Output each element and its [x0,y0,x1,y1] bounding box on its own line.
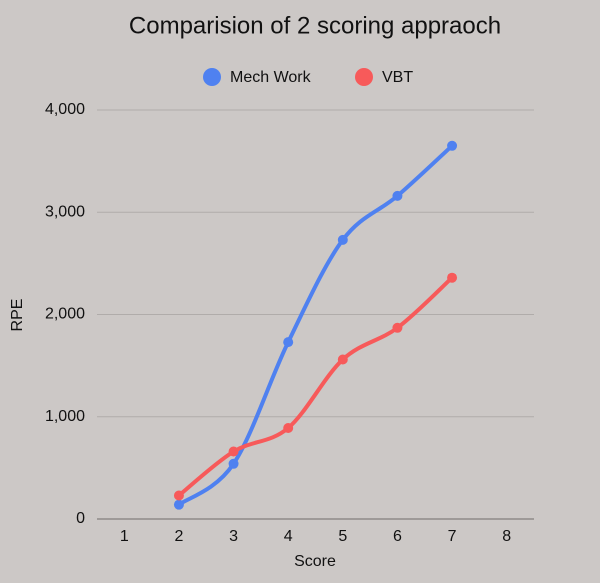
data-point [283,422,294,433]
data-point [283,337,294,348]
legend-swatch [203,68,221,86]
data-point [392,322,403,333]
x-axis-label: Score [294,553,336,570]
y-axis-label: RPE [9,299,26,332]
data-point [337,354,348,365]
x-tick-label: 8 [502,528,511,545]
data-point [173,490,184,501]
legend-swatch [355,68,373,86]
data-point [228,458,239,469]
y-tick-label: 4,000 [45,101,85,118]
y-tick-label: 2,000 [45,306,85,323]
data-point [173,499,184,510]
x-tick-label: 3 [229,528,238,545]
data-point [392,190,403,201]
x-tick-label: 6 [393,528,402,545]
x-tick-label: 1 [120,528,129,545]
x-tick-label: 2 [174,528,183,545]
y-tick-label: 1,000 [45,408,85,425]
x-tick-label: 4 [284,528,293,545]
data-point [447,272,458,283]
legend-label: VBT [382,69,413,86]
data-point [447,140,458,151]
chart-title: Comparision of 2 scoring appraoch [129,12,501,39]
y-tick-label: 0 [76,510,85,527]
y-tick-label: 3,000 [45,203,85,220]
legend-label: Mech Work [230,69,312,86]
x-tick-label: 7 [448,528,457,545]
x-tick-label: 5 [338,528,347,545]
data-point [228,446,239,457]
data-point [337,234,348,245]
series-line [176,275,455,498]
